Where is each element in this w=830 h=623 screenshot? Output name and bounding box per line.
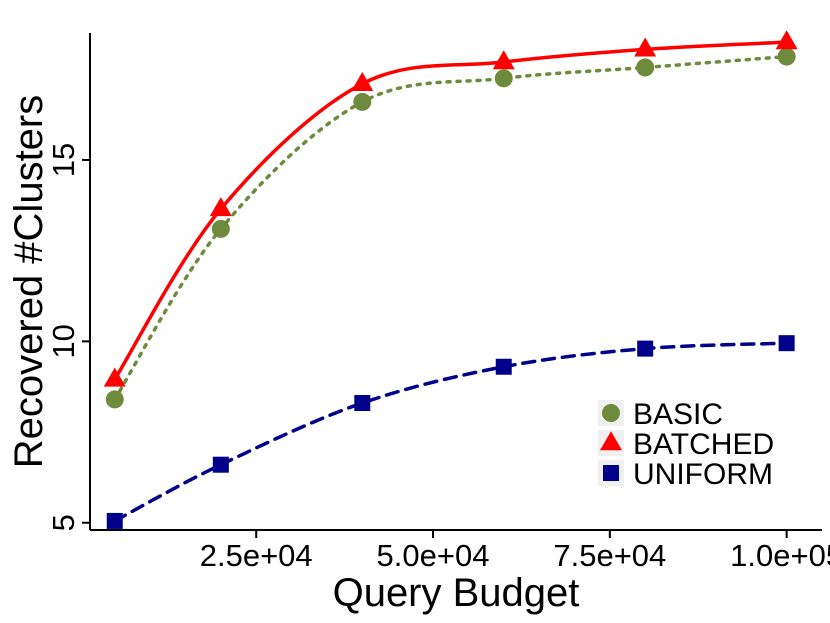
y-tick-label: 10 xyxy=(46,324,81,358)
series-batched xyxy=(103,30,798,387)
data-point-uniform xyxy=(106,512,123,529)
y-axis-ticks: 5 10 15 xyxy=(46,143,90,531)
data-point-basic xyxy=(636,58,655,77)
series-uniform xyxy=(106,335,795,529)
data-point-batched xyxy=(492,50,515,70)
legend-label-basic: BASIC xyxy=(633,398,723,431)
series-basic xyxy=(105,47,796,409)
data-point-batched xyxy=(775,30,798,50)
data-point-uniform xyxy=(354,395,371,412)
data-point-batched xyxy=(209,197,232,217)
legend-label-uniform: UNIFORM xyxy=(633,458,773,491)
data-point-batched xyxy=(351,72,374,92)
data-point-uniform xyxy=(778,335,795,352)
x-tick-label: 7.5e+04 xyxy=(553,538,666,573)
legend-marker-basic xyxy=(602,404,620,422)
legend-marker-uniform xyxy=(603,465,619,481)
y-tick-label: 5 xyxy=(46,514,81,531)
data-point-basic xyxy=(105,390,124,409)
data-point-basic xyxy=(211,219,230,238)
x-axis-title: Query Budget xyxy=(333,571,580,615)
x-tick-label: 2.5e+04 xyxy=(200,538,313,573)
legend-marker-batched xyxy=(600,431,622,451)
legend-label-batched: BATCHED xyxy=(633,428,774,461)
data-point-uniform xyxy=(495,358,512,375)
x-axis-ticks: 2.5e+04 5.0e+04 7.5e+04 1.0e+05 xyxy=(200,530,830,573)
data-point-basic xyxy=(494,69,513,88)
series-layer xyxy=(103,30,798,529)
data-point-batched xyxy=(634,37,657,57)
y-axis-title: Recovered #Clusters xyxy=(7,95,51,469)
data-point-basic xyxy=(777,47,796,66)
x-tick-label: 5.0e+04 xyxy=(377,538,490,573)
y-tick-label: 15 xyxy=(46,143,81,177)
data-point-uniform xyxy=(212,456,229,473)
series-line-uniform xyxy=(113,341,789,523)
data-point-batched xyxy=(103,367,126,387)
x-tick-label: 1.0e+05 xyxy=(730,538,830,573)
axes xyxy=(89,33,822,531)
data-point-uniform xyxy=(637,340,654,357)
data-point-basic xyxy=(353,92,372,111)
